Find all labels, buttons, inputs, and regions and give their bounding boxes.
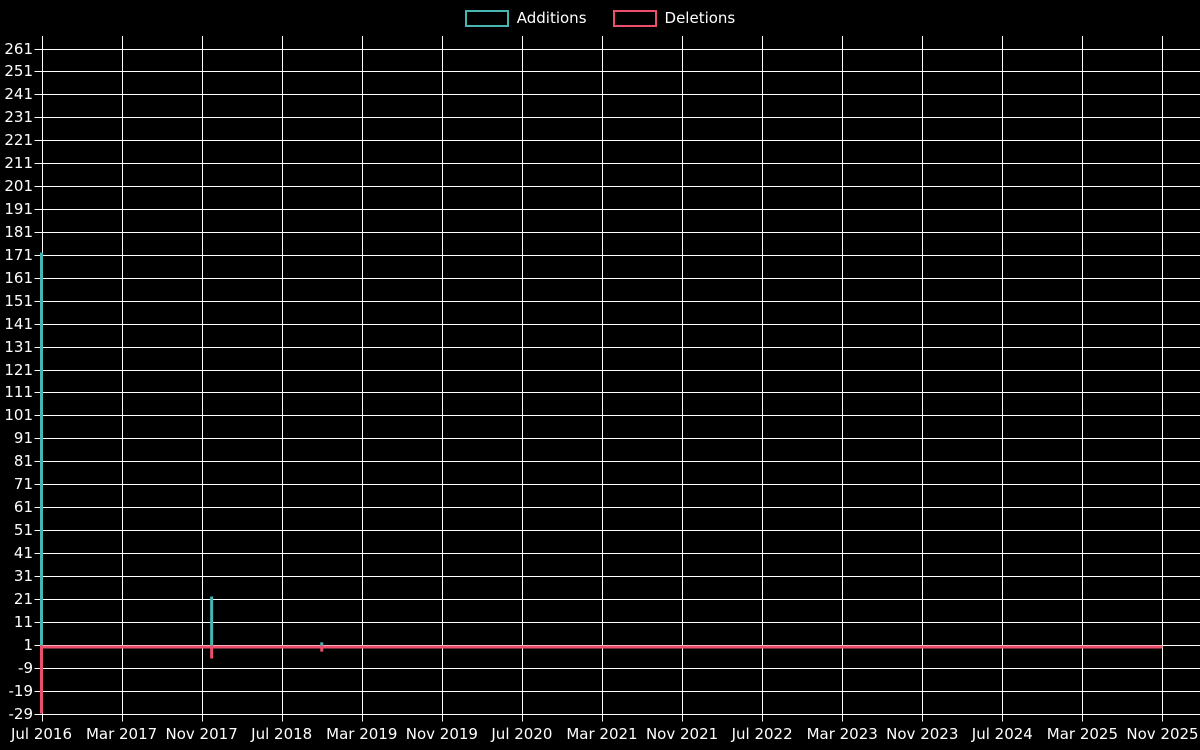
x-tick-label: Jul 2020 — [491, 724, 553, 743]
x-tick-label: Jul 2022 — [731, 724, 793, 743]
legend-item-additions[interactable]: Additions — [464, 9, 587, 27]
y-tick-label: 81 — [13, 452, 33, 471]
y-tick-label: -19 — [8, 681, 34, 700]
y-tick-label: 231 — [4, 108, 33, 127]
x-tick-label: Mar 2021 — [566, 724, 638, 743]
x-tick-label: Mar 2023 — [806, 724, 878, 743]
y-tick-label: 1 — [23, 635, 33, 654]
plot-svg — [34, 36, 1200, 722]
x-tick-label: Mar 2025 — [1046, 724, 1119, 743]
legend-label-additions: Additions — [516, 9, 587, 27]
data-series-layer — [40, 252, 1163, 714]
y-tick-label: 141 — [4, 314, 33, 333]
y-axis-labels: 261 251 241 231 221 211 201 191 181 171 161 151 141 1… — [0, 36, 36, 750]
x-tick-label: Mar 2017 — [85, 724, 158, 743]
y-tick-label: 201 — [4, 177, 33, 196]
y-tick-label: 71 — [13, 475, 33, 494]
x-tick-label: Nov 2023 — [886, 724, 959, 743]
y-tick-label: 181 — [4, 222, 33, 241]
y-tick-label: 101 — [4, 406, 33, 425]
x-tick-label: Mar 2019 — [326, 724, 398, 743]
y-tick-label: 151 — [4, 291, 33, 310]
legend-item-deletions[interactable]: Deletions — [612, 9, 736, 27]
legend-swatch-deletions — [612, 9, 657, 27]
y-tick-label: 111 — [4, 383, 33, 402]
x-axis-labels: Jul 2016 Mar 2017 Nov 2017 Jul 2018 Mar 2019… — [0, 36, 1200, 750]
y-tick-label: 11 — [13, 612, 33, 631]
legend-swatch-additions — [464, 9, 509, 27]
y-tick-label: 251 — [4, 62, 33, 81]
chart-legend: Additions Deletions — [0, 0, 1200, 36]
x-tick-label: Nov 2021 — [645, 724, 719, 743]
x-tick-label: Nov 2017 — [165, 724, 238, 743]
grid-lines-horizontal — [41, 49, 1200, 715]
y-tick-label: 51 — [13, 521, 33, 540]
x-tick-label: Jul 2018 — [251, 724, 313, 743]
y-tick-label: 221 — [4, 131, 33, 150]
y-tick-label: -29 — [8, 704, 34, 723]
legend-label-deletions: Deletions — [664, 9, 736, 27]
y-tick-label: 261 — [4, 39, 33, 58]
x-tick-label: Jul 2016 — [10, 724, 73, 743]
y-tick-label: 171 — [4, 245, 33, 264]
y-tick-label: 121 — [4, 360, 33, 379]
y-tick-label: 41 — [13, 543, 33, 562]
y-tick-label: 191 — [4, 200, 33, 219]
y-tick-label: 31 — [13, 566, 33, 585]
plot-area — [0, 36, 1200, 750]
y-tick-label: 91 — [13, 429, 33, 448]
x-tick-label: Nov 2025 — [1126, 724, 1199, 743]
y-tick-label: 131 — [4, 337, 33, 356]
y-tick-label: 241 — [4, 85, 33, 104]
y-tick-label: 21 — [13, 589, 33, 608]
series-line-deletions — [40, 645, 1163, 714]
x-tick-label: Nov 2019 — [405, 724, 478, 743]
x-tick-label: Jul 2024 — [971, 724, 1033, 743]
y-tick-label: 211 — [4, 154, 33, 173]
y-tick-label: 61 — [13, 498, 33, 517]
y-tick-label: -9 — [18, 658, 33, 677]
y-tick-label: 161 — [4, 268, 33, 287]
axis-tick-marks — [34, 49, 1163, 722]
series-line-additions — [40, 252, 1163, 649]
